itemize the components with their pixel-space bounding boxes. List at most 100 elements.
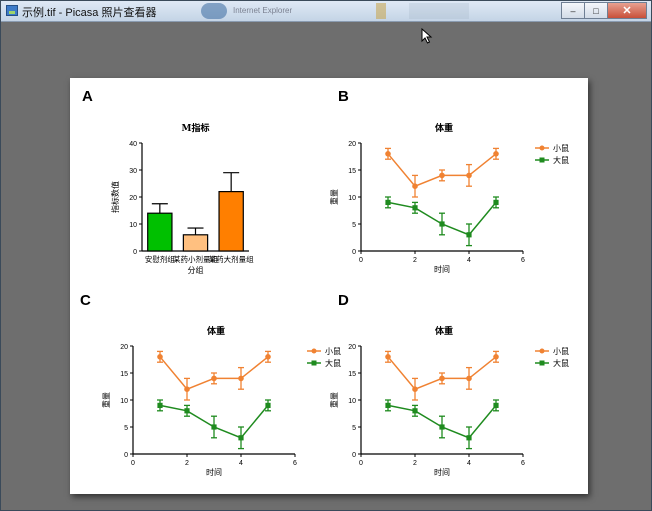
- data-point: [265, 402, 271, 408]
- legend-label: 大鼠: [553, 358, 569, 368]
- legend-label: 小鼠: [325, 347, 341, 356]
- photo-image[interactable]: A M指标 0 10 20 30 40 指标数值 安慰剂组 某药小剂量组 某药大剂量组 分组 B 体重 0 5…: [70, 78, 588, 494]
- y-tick-label: 0: [124, 452, 128, 459]
- maximize-button[interactable]: □: [584, 2, 608, 19]
- legend-marker: [539, 157, 545, 163]
- y-tick-label: 5: [124, 425, 128, 432]
- ie-icon: [201, 3, 227, 19]
- data-point: [385, 151, 391, 157]
- data-point: [265, 354, 271, 360]
- mouse-cursor-icon: [421, 28, 433, 44]
- data-point: [493, 151, 499, 157]
- y-tick-label: 20: [348, 344, 356, 351]
- data-point: [385, 354, 391, 360]
- data-point: [157, 402, 163, 408]
- data-point: [466, 435, 472, 441]
- x-tick-label: 6: [521, 460, 525, 467]
- y-tick-label: 20: [129, 195, 137, 202]
- x-tick-label: 4: [467, 257, 471, 264]
- panel-label-d: D: [338, 292, 349, 309]
- chart-title: M指标: [182, 122, 210, 134]
- legend-marker: [539, 145, 545, 151]
- bar: [182, 234, 209, 252]
- photo-viewer-area[interactable]: A M指标 0 10 20 30 40 指标数值 安慰剂组 某药小剂量组 某药大剂量组 分组 B 体重 0 5…: [2, 22, 650, 508]
- window-controls: – □ ✕: [561, 2, 647, 19]
- data-point: [493, 402, 499, 408]
- y-axis-label: 重量: [101, 392, 111, 408]
- y-tick-label: 15: [120, 371, 128, 378]
- y-tick-label: 0: [352, 249, 356, 256]
- legend-label: 小鼠: [553, 144, 569, 153]
- x-axis-label: 时间: [434, 467, 450, 477]
- legend-marker: [311, 360, 317, 366]
- legend-label: 大鼠: [325, 358, 341, 368]
- data-point: [211, 375, 217, 382]
- x-axis-label: 时间: [434, 264, 450, 274]
- legend-marker: [311, 348, 317, 354]
- data-point: [412, 205, 418, 211]
- data-point: [211, 424, 217, 430]
- data-point: [184, 408, 190, 414]
- folder-icon: [376, 3, 386, 19]
- window-title: 示例.tif - Picasa 照片查看器: [22, 7, 157, 19]
- data-point: [385, 402, 391, 408]
- data-point: [184, 386, 190, 393]
- panel-label-b: B: [338, 88, 349, 105]
- y-tick-label: 10: [348, 195, 356, 202]
- data-point: [412, 386, 418, 393]
- x-axis-label: 时间: [206, 467, 222, 477]
- panel-label-a: A: [82, 88, 93, 105]
- title-bar[interactable]: 示例.tif - Picasa 照片查看器 Internet Explorer …: [1, 1, 651, 22]
- y-tick-label: 5: [352, 425, 356, 432]
- data-point: [439, 375, 445, 382]
- data-point: [466, 375, 472, 382]
- chart-title: 体重: [207, 325, 225, 337]
- y-tick-label: 10: [129, 222, 137, 229]
- data-point: [157, 354, 163, 360]
- legend-label: 大鼠: [553, 155, 569, 165]
- close-button[interactable]: ✕: [607, 2, 647, 19]
- background-task-label: Internet Explorer: [233, 6, 293, 15]
- figure-svg: AM指标010203040指标数值安慰剂组某药小剂量组某药大剂量组分组B体重05…: [80, 88, 569, 477]
- x-tick-label: 6: [521, 257, 525, 264]
- data-point: [439, 221, 445, 227]
- x-category-label: 某药大剂量组: [209, 254, 254, 264]
- minimize-button[interactable]: –: [561, 2, 585, 19]
- x-tick-label: 6: [293, 460, 297, 467]
- y-tick-label: 10: [348, 398, 356, 405]
- bar: [218, 190, 244, 252]
- chart-title: 体重: [435, 122, 453, 134]
- data-point: [238, 435, 244, 441]
- data-point: [493, 199, 499, 205]
- background-window-strip: Internet Explorer: [201, 1, 571, 21]
- x-axis-label: 分组: [188, 265, 204, 275]
- x-tick-label: 4: [239, 460, 243, 467]
- x-tick-label: 0: [359, 257, 363, 264]
- x-tick-label: 4: [467, 460, 471, 467]
- chart-title: 体重: [435, 325, 453, 337]
- data-point: [412, 183, 418, 189]
- x-tick-label: 0: [359, 460, 363, 467]
- legend-marker: [539, 348, 545, 354]
- y-axis-label: 指标数值: [110, 181, 120, 213]
- data-point: [466, 172, 472, 179]
- x-category-label: 安慰剂组: [145, 254, 175, 264]
- y-tick-label: 40: [129, 141, 137, 148]
- data-point: [439, 424, 445, 430]
- y-axis-label: 重量: [329, 189, 339, 205]
- legend-marker: [539, 360, 545, 366]
- data-point: [412, 408, 418, 414]
- y-tick-label: 5: [352, 222, 356, 229]
- x-tick-label: 2: [185, 460, 189, 467]
- y-tick-label: 0: [352, 452, 356, 459]
- y-tick-label: 20: [348, 141, 356, 148]
- y-axis-label: 重量: [329, 392, 339, 408]
- background-block: [409, 3, 469, 19]
- data-point: [439, 172, 445, 179]
- panel-label-c: C: [80, 292, 91, 309]
- legend-label: 小鼠: [553, 347, 569, 356]
- data-point: [466, 232, 472, 238]
